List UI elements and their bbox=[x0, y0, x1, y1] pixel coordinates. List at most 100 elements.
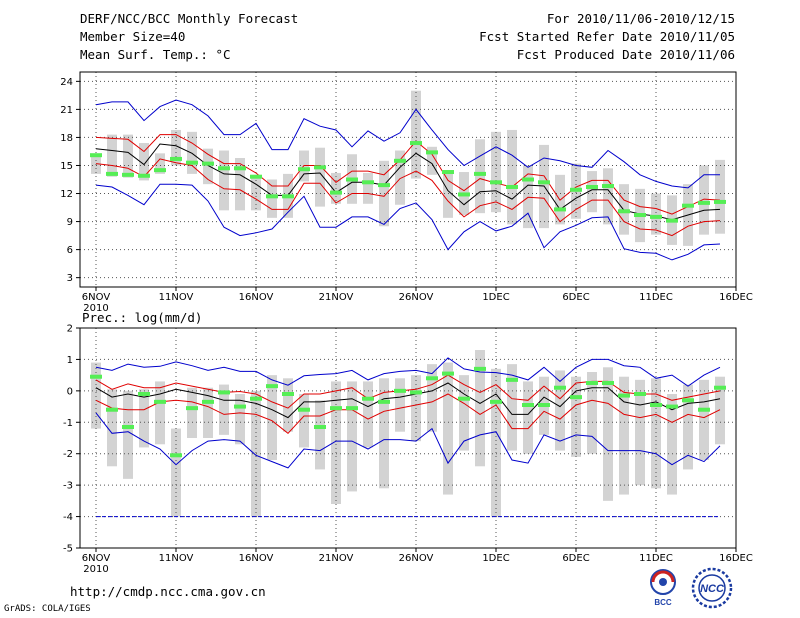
temp-median-marker bbox=[90, 153, 102, 158]
prec-median-marker bbox=[538, 403, 550, 407]
temp-median-marker bbox=[522, 177, 534, 182]
temp-y-tick-label: 24 bbox=[60, 77, 73, 88]
temp-x-tick-label: 11DEC bbox=[639, 292, 673, 303]
prec-spread-box bbox=[699, 379, 709, 460]
prec-spread-box bbox=[619, 376, 629, 495]
prec-median-marker bbox=[218, 390, 230, 395]
prec-frame bbox=[79, 327, 737, 549]
temp-spread-box bbox=[203, 148, 213, 185]
start-date-label: Fcst Started Refer Date 2010/11/05 bbox=[479, 29, 735, 44]
temp-median-marker bbox=[330, 190, 342, 195]
temp-median-marker bbox=[202, 161, 214, 166]
temp-median-marker bbox=[570, 187, 582, 192]
temp-x-tick-label: 11NOV bbox=[159, 292, 194, 303]
prec-spread-box bbox=[299, 394, 309, 448]
temp-median-marker bbox=[714, 199, 726, 204]
prec-mean-line bbox=[95, 382, 721, 419]
temp-spread-box bbox=[475, 139, 485, 214]
prec-spread-box bbox=[315, 400, 325, 470]
prec-y-tick-label: -3 bbox=[63, 481, 73, 492]
prec-median-marker bbox=[714, 385, 726, 390]
prec-y-tick-label: -1 bbox=[63, 418, 73, 429]
prec-x-tick-label: 6DEC bbox=[562, 553, 589, 564]
temp-spread-box bbox=[171, 129, 181, 166]
temp-spread-box bbox=[267, 179, 277, 218]
temp-median-marker bbox=[554, 207, 566, 212]
prec-median-marker bbox=[186, 406, 198, 411]
prec-spread-box bbox=[139, 389, 149, 448]
prec-spread-box bbox=[651, 378, 661, 489]
prec-median-marker bbox=[458, 396, 470, 401]
forecast-period-label: For 2010/11/06-2010/12/15 bbox=[546, 11, 735, 26]
temp-spread-box bbox=[603, 168, 613, 225]
temp-median-marker bbox=[602, 184, 614, 189]
prec-x-tick-label: 6NOV bbox=[82, 553, 111, 564]
temp-median-marker bbox=[234, 166, 246, 171]
prec-median-marker bbox=[394, 388, 406, 393]
prec-median-marker bbox=[154, 399, 166, 404]
prec-median-marker bbox=[378, 399, 390, 404]
temp-x-tick-label: 6DEC bbox=[562, 292, 589, 303]
temp-spread-box bbox=[427, 146, 437, 175]
prec-spread-box bbox=[587, 372, 597, 454]
temp-y-tick-label: 9 bbox=[67, 217, 73, 228]
temp-median-marker bbox=[618, 209, 630, 214]
temp-lower-line bbox=[95, 158, 721, 237]
temp-y-tick-label: 21 bbox=[60, 105, 73, 116]
temp-spread-box bbox=[411, 90, 421, 179]
prec-median-marker bbox=[586, 381, 598, 385]
prec-spread-box bbox=[123, 390, 133, 479]
prec-y-tick-label: -2 bbox=[63, 449, 73, 460]
prec-median-marker bbox=[554, 385, 566, 390]
temp-median-marker bbox=[154, 168, 166, 173]
temp-median-marker bbox=[698, 200, 710, 205]
temp-spread-box bbox=[715, 159, 725, 234]
temp-spread-box bbox=[443, 171, 453, 218]
temp-median-marker bbox=[218, 166, 230, 171]
produced-date-label: Fcst Produced Date 2010/11/06 bbox=[516, 47, 735, 62]
temp-y-tick-label: 3 bbox=[67, 273, 73, 284]
prec-median-marker bbox=[522, 403, 534, 407]
prec-x-tick-label: 11NOV bbox=[159, 553, 194, 564]
prec-spread-box bbox=[459, 375, 469, 451]
temp-median-marker bbox=[426, 150, 438, 155]
temp-x-tick-label: 6NOV bbox=[82, 292, 111, 303]
prec-median-marker bbox=[410, 390, 422, 395]
prec-median-marker bbox=[298, 407, 310, 412]
temp-y-tick-label: 18 bbox=[60, 133, 73, 144]
prec-panel-title: Prec.: log(mm/d) bbox=[82, 310, 202, 325]
temp-median-marker bbox=[538, 180, 550, 185]
prec-median-marker bbox=[698, 407, 710, 412]
prec-min-line bbox=[95, 412, 721, 469]
temperature-panel: 3 6 9 12 15 18 21 24 6NOV 11NOV 16NOV 21NOV 26NOV 1DE… bbox=[60, 71, 753, 314]
temp-spread-box bbox=[651, 193, 661, 235]
temp-spread-box bbox=[107, 134, 117, 177]
temp-median-marker bbox=[442, 170, 454, 175]
prec-spread-box bbox=[267, 375, 277, 460]
prec-year-label: 2010 bbox=[83, 564, 108, 575]
temp-median-marker bbox=[106, 171, 118, 176]
prec-x-tick-label: 21NOV bbox=[319, 553, 354, 564]
temp-spread-box bbox=[155, 153, 165, 174]
prec-x-tick-label: 11DEC bbox=[639, 553, 673, 564]
temp-spread-box bbox=[395, 150, 405, 205]
prec-y-tick-label: -5 bbox=[63, 544, 73, 555]
bcc-logo-icon: BCC bbox=[650, 569, 676, 607]
prec-spread-box bbox=[427, 364, 437, 432]
prec-median-marker bbox=[266, 384, 278, 389]
prec-lower-line bbox=[95, 393, 721, 434]
prec-spread-box bbox=[219, 384, 229, 435]
prec-spread-box bbox=[347, 381, 357, 492]
temp-median-marker bbox=[474, 171, 486, 176]
prec-upper-line bbox=[95, 374, 721, 409]
temp-median-marker bbox=[394, 158, 406, 163]
prec-y-tick-label: -4 bbox=[63, 512, 73, 523]
prec-spread-box bbox=[187, 387, 197, 438]
prec-y-tick-label: 0 bbox=[67, 386, 73, 397]
temp-median-marker bbox=[314, 165, 326, 170]
prec-median-marker bbox=[346, 406, 358, 411]
prec-median-marker bbox=[442, 371, 454, 376]
temp-y-tick-label: 6 bbox=[67, 245, 73, 256]
